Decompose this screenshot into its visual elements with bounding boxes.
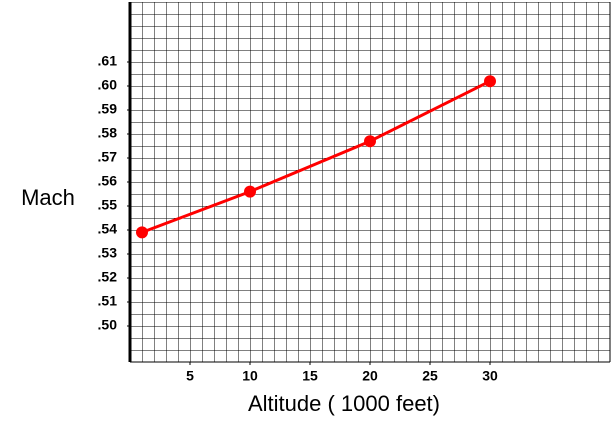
data-point: [244, 185, 256, 198]
y-tick-label: .50: [98, 317, 118, 333]
grid: [130, 2, 610, 362]
x-tick-label: 5: [186, 368, 194, 384]
x-tick-label: 25: [422, 368, 438, 384]
x-tick-label: 15: [302, 368, 318, 384]
y-tick-label: .61: [98, 53, 118, 69]
y-tick-label: .56: [98, 173, 118, 189]
y-tick-label: .58: [98, 125, 118, 141]
data-line: [141, 79, 491, 234]
x-tick-label: 20: [362, 368, 378, 384]
y-tick-label: .55: [98, 197, 118, 213]
y-tick-label: .57: [98, 149, 118, 165]
data-point: [136, 226, 148, 239]
data-point: [484, 75, 496, 88]
x-tick-label: 30: [482, 368, 498, 384]
y-tick-label: .60: [98, 77, 118, 93]
data-point: [364, 135, 376, 148]
y-tick-label: .53: [98, 245, 118, 261]
x-axis-title: Altitude ( 1000 feet): [248, 391, 440, 416]
y-tick-label: .51: [98, 293, 118, 309]
y-axis-title: Mach: [21, 185, 75, 210]
y-tick-label: .54: [98, 221, 118, 237]
x-tick-label: 10: [242, 368, 258, 384]
y-tick-label: .59: [98, 101, 118, 117]
y-tick-label: .52: [98, 269, 118, 285]
